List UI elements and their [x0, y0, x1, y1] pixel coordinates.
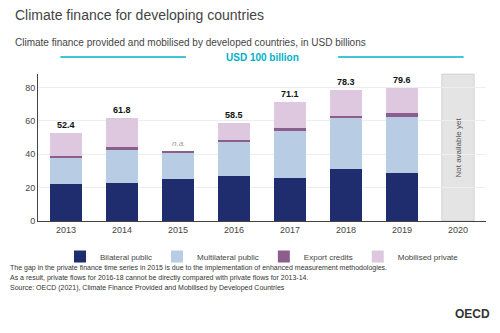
svg-text:2018: 2018: [336, 225, 356, 235]
svg-text:2015: 2015: [168, 225, 188, 235]
svg-text:60: 60: [25, 116, 35, 126]
svg-text:79.6: 79.6: [393, 75, 411, 85]
svg-text:40: 40: [25, 149, 35, 159]
svg-text:61.8: 61.8: [113, 105, 131, 115]
svg-text:80: 80: [25, 83, 35, 93]
svg-text:n.a.: n.a.: [172, 139, 185, 148]
svg-text:Multilateral public: Multilateral public: [197, 253, 259, 262]
svg-text:OECD: OECD: [455, 307, 490, 321]
svg-text:52.4: 52.4: [57, 120, 75, 130]
svg-text:2017: 2017: [280, 225, 300, 235]
svg-text:2019: 2019: [392, 225, 412, 235]
svg-text:Source: OECD (2021), Climate F: Source: OECD (2021), Climate Finance Pro…: [10, 284, 285, 292]
svg-text:Climate finance provided and m: Climate finance provided and mobilised b…: [15, 37, 366, 48]
svg-text:20: 20: [25, 183, 35, 193]
svg-text:Mobilised private: Mobilised private: [398, 253, 459, 262]
svg-text:71.1: 71.1: [281, 89, 299, 99]
svg-text:78.3: 78.3: [337, 77, 355, 87]
svg-text:Not available yet: Not available yet: [454, 118, 463, 178]
svg-text:As a result, private flows for: As a result, private flows for 2016-18 c…: [10, 274, 308, 282]
svg-text:2013: 2013: [56, 225, 76, 235]
svg-text:2016: 2016: [224, 225, 244, 235]
svg-text:58.5: 58.5: [225, 110, 243, 120]
svg-text:The gap in the private finance: The gap in the private finance time seri…: [10, 264, 387, 272]
svg-text:Climate finance for developing: Climate finance for developing countries: [15, 7, 264, 23]
svg-text:2020: 2020: [448, 225, 468, 235]
svg-text:USD 100 billion: USD 100 billion: [226, 52, 299, 63]
svg-text:Bilateral public: Bilateral public: [100, 253, 152, 262]
svg-text:0: 0: [30, 216, 35, 226]
svg-text:Export credits: Export credits: [304, 253, 353, 262]
svg-text:2014: 2014: [112, 225, 132, 235]
